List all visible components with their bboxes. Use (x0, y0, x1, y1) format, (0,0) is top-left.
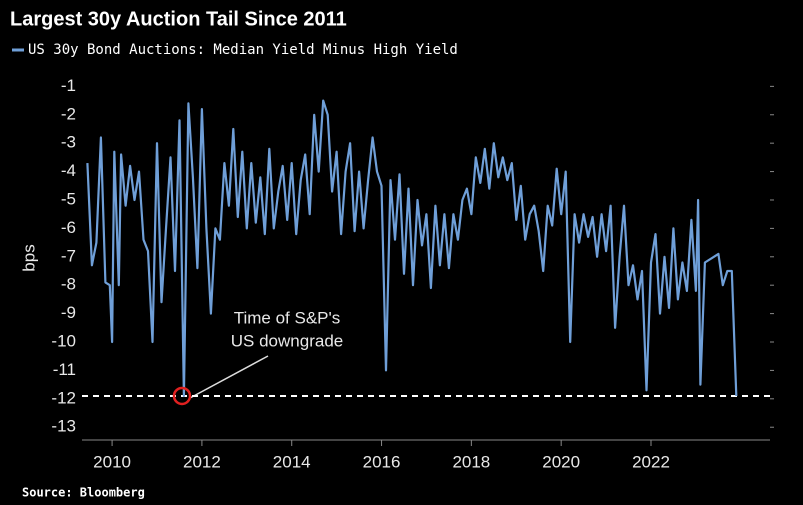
x-tick-label: 2012 (183, 452, 221, 471)
x-tick-label: 2018 (452, 452, 490, 471)
y-tick-label: -11 (53, 360, 76, 379)
y-tick-label: -2 (61, 104, 76, 123)
y-tick-label: -10 (51, 331, 76, 350)
x-tick-label: 2022 (632, 452, 670, 471)
annotation: Time of S&P's (234, 308, 341, 327)
y-tick-label: -4 (61, 161, 76, 180)
y-tick-label: -6 (61, 218, 76, 237)
x-tick-label: 2016 (363, 452, 401, 471)
data-line (86, 99, 738, 398)
y-tick-label: -7 (61, 246, 76, 265)
y-tick-label: -5 (61, 189, 76, 208)
y-tick-label: -8 (61, 275, 76, 294)
y-tick-label: -1 (61, 76, 76, 95)
y-tick-label: -13 (51, 417, 76, 436)
source: Source: Bloomberg (22, 486, 145, 500)
y-tick-label: -3 (61, 133, 76, 152)
legend-label: US 30y Bond Auctions: Median Yield Minus… (28, 42, 458, 58)
x-tick-label: 2020 (542, 452, 580, 471)
annotation: US downgrade (231, 331, 343, 350)
y-tick-label: -9 (61, 303, 76, 322)
highlight-circle (172, 386, 192, 406)
annotation-arrow (189, 355, 269, 399)
y-axis-label: bps (19, 244, 38, 271)
x-tick-label: 2010 (93, 452, 131, 471)
chart-title: Largest 30y Auction Tail Since 2011 (10, 8, 347, 30)
x-tick-label: 2014 (273, 452, 311, 471)
y-tick-label: -12 (51, 388, 76, 407)
